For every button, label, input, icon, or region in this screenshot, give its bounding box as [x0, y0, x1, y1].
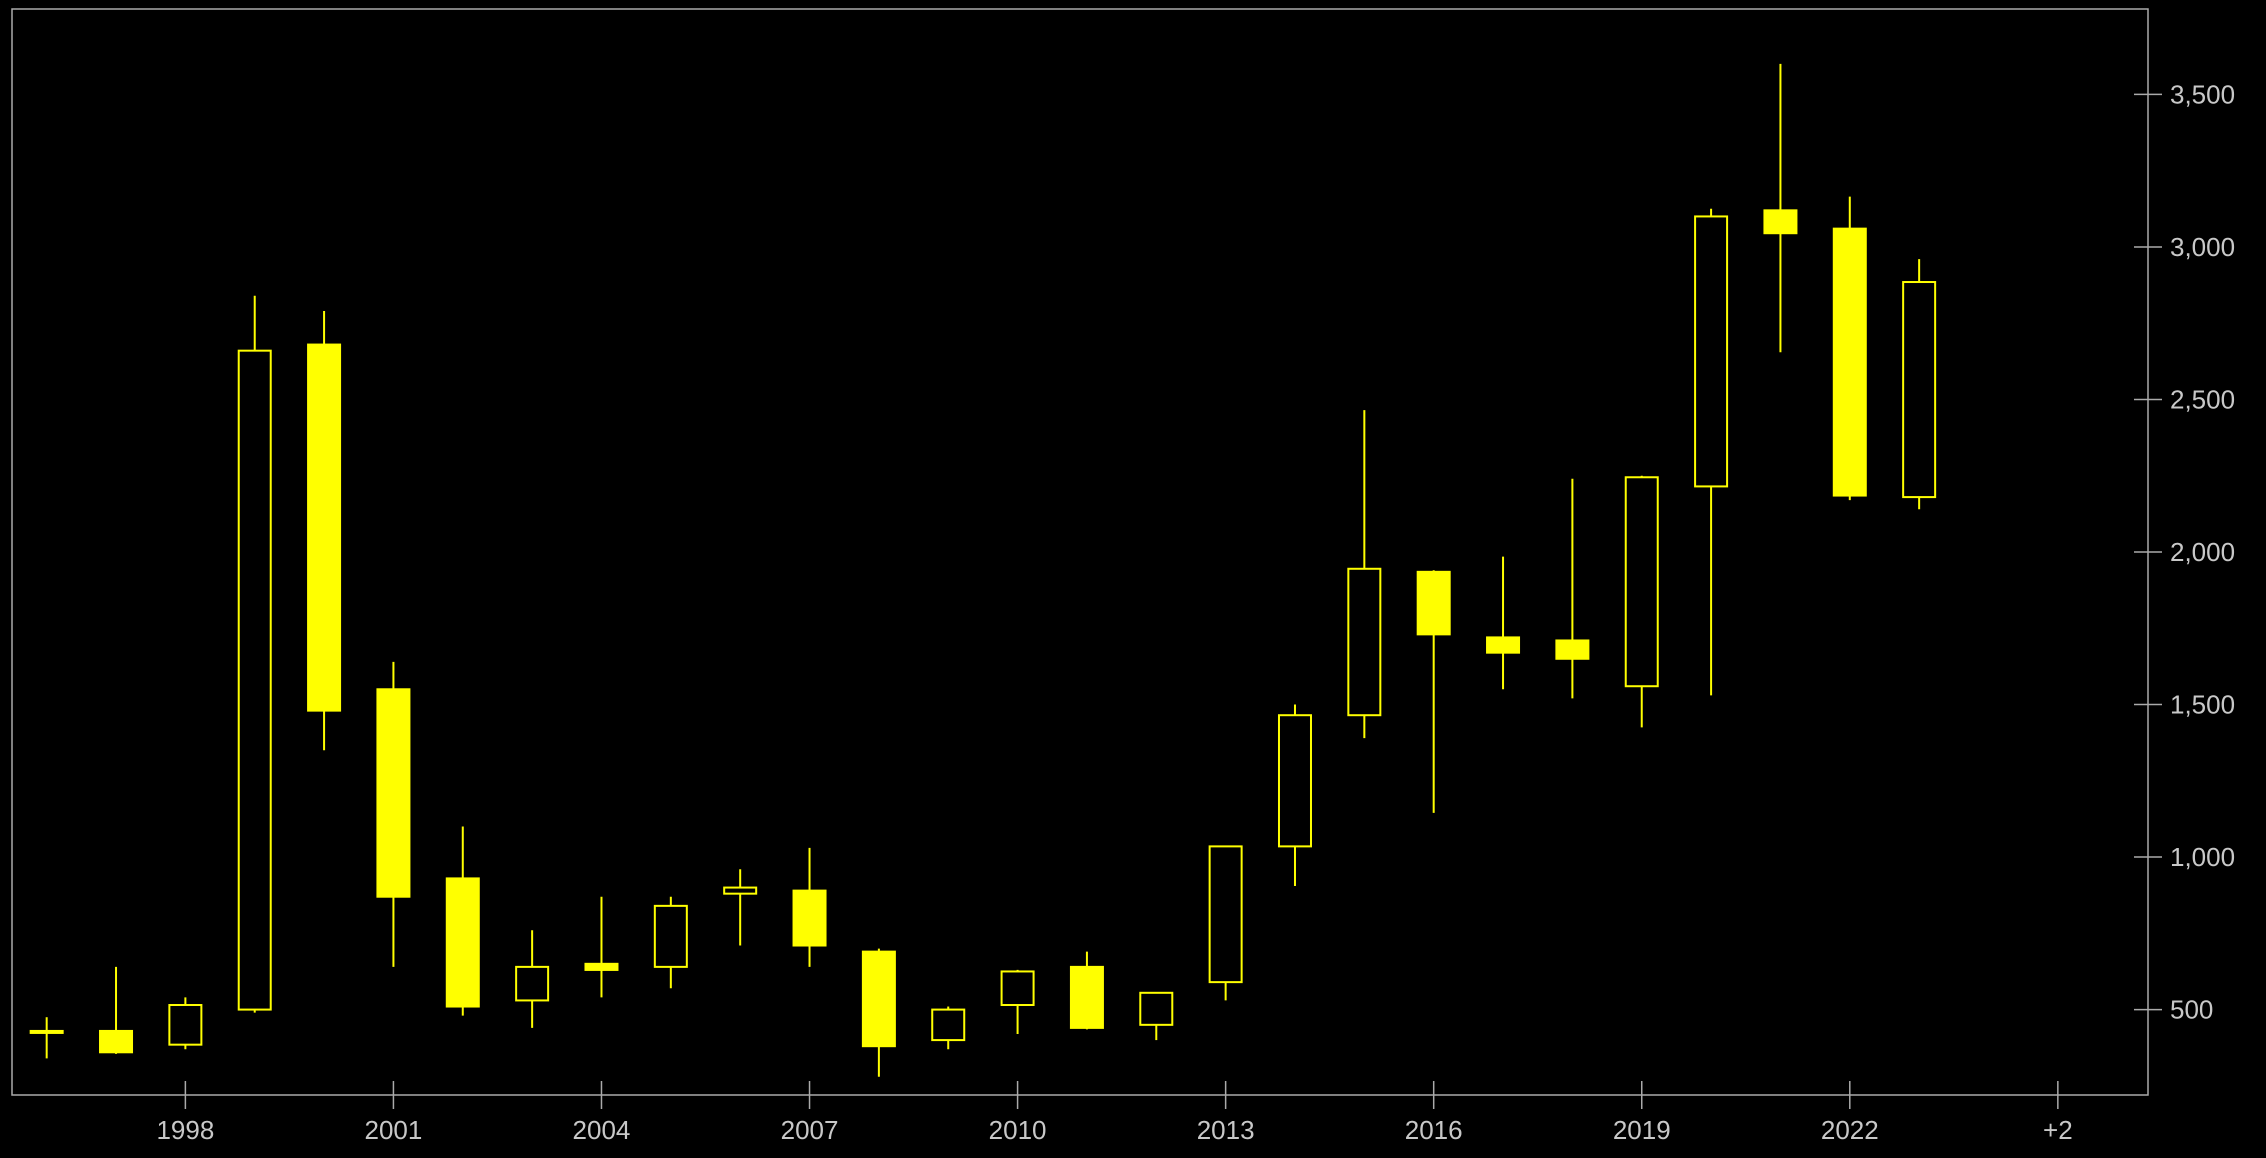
- candle-2022: [1832, 196, 1867, 501]
- candle-body-up: [1347, 567, 1382, 717]
- candle-body-up: [653, 904, 688, 968]
- candle-2012: [1139, 991, 1174, 1041]
- candle-2008: [861, 948, 896, 1077]
- candle-body-down: [584, 962, 619, 971]
- x-tick-label: +2: [2043, 1115, 2073, 1145]
- candle-2021: [1763, 63, 1798, 353]
- candle-body-down: [1832, 227, 1867, 497]
- candle-2009: [931, 1006, 966, 1050]
- candle-body-up: [1139, 991, 1174, 1026]
- x-tick-label: 2007: [781, 1115, 839, 1145]
- y-tick-label: 1,500: [2170, 690, 2235, 720]
- x-tick-label: 2010: [989, 1115, 1047, 1145]
- candle-2019: [1624, 475, 1659, 728]
- candle-body-up: [237, 349, 272, 1011]
- y-tick-label: 500: [2170, 995, 2213, 1025]
- axes-layer: 500 1,000 1,500 2,000 2,500 3,000 3,500 1998 200…: [11, 8, 2235, 1145]
- candle-body-up: [1624, 476, 1659, 688]
- candle-1998: [168, 997, 203, 1050]
- x-tick-label: 1998: [156, 1115, 214, 1145]
- y-tick-label: 2,500: [2170, 384, 2235, 414]
- candle-body-down: [861, 950, 896, 1048]
- candle-2000: [307, 311, 342, 751]
- x-tick-label: 2019: [1613, 1115, 1671, 1145]
- candle-body-down: [307, 343, 342, 712]
- candle-body-up: [723, 886, 758, 895]
- candle-1996: [29, 1017, 64, 1059]
- candle-body-up: [29, 1029, 64, 1034]
- candle-body-down: [1555, 639, 1590, 660]
- candle-body-up: [1694, 215, 1729, 488]
- candle-1997: [99, 966, 134, 1054]
- candle-2023: [1902, 259, 1937, 510]
- y-tick-label: 3,000: [2170, 232, 2235, 262]
- candle-body-down: [1069, 965, 1104, 1029]
- candle-2010: [1000, 969, 1035, 1034]
- candle-1999: [237, 295, 272, 1013]
- x-tick-label: 2022: [1821, 1115, 1879, 1145]
- candle-2001: [376, 661, 411, 967]
- y-tick-label: 2,000: [2170, 537, 2235, 567]
- candle-2013: [1208, 845, 1243, 1001]
- candle-2004: [584, 896, 619, 998]
- candle-2020: [1694, 208, 1729, 696]
- candle-body-down: [376, 688, 411, 898]
- candle-body-up: [1902, 281, 1937, 499]
- candles-layer: [29, 63, 1937, 1077]
- candle-2016: [1416, 570, 1451, 813]
- candle-2014: [1277, 704, 1312, 887]
- candle-body-down: [1763, 209, 1798, 235]
- candle-2018: [1555, 478, 1590, 699]
- candle-body-down: [445, 877, 480, 1008]
- candle-body-up: [931, 1008, 966, 1042]
- candle-body-up: [515, 965, 550, 1002]
- x-tick-label: 2016: [1405, 1115, 1463, 1145]
- candle-2005: [653, 896, 688, 989]
- candle-body-down: [99, 1029, 134, 1054]
- candle-body-down: [1416, 570, 1451, 636]
- candle-2007: [792, 847, 827, 967]
- candle-body-up: [1208, 845, 1243, 984]
- candle-2006: [723, 869, 758, 946]
- candle-2002: [445, 826, 480, 1016]
- x-tick-label: 2001: [365, 1115, 423, 1145]
- candle-body-down: [792, 889, 827, 947]
- x-tick-label: 2013: [1197, 1115, 1255, 1145]
- candle-body-up: [1277, 714, 1312, 848]
- y-tick-label: 3,500: [2170, 79, 2235, 109]
- candle-body-up: [1000, 970, 1035, 1007]
- y-tick-label: 1,000: [2170, 842, 2235, 872]
- candle-2003: [515, 930, 550, 1028]
- candle-body-up: [168, 1004, 203, 1046]
- candle-2015: [1347, 410, 1382, 739]
- candle-body-down: [1486, 636, 1521, 654]
- candle-2011: [1069, 951, 1104, 1030]
- candle-2017: [1486, 556, 1521, 690]
- x-tick-label: 2004: [573, 1115, 631, 1145]
